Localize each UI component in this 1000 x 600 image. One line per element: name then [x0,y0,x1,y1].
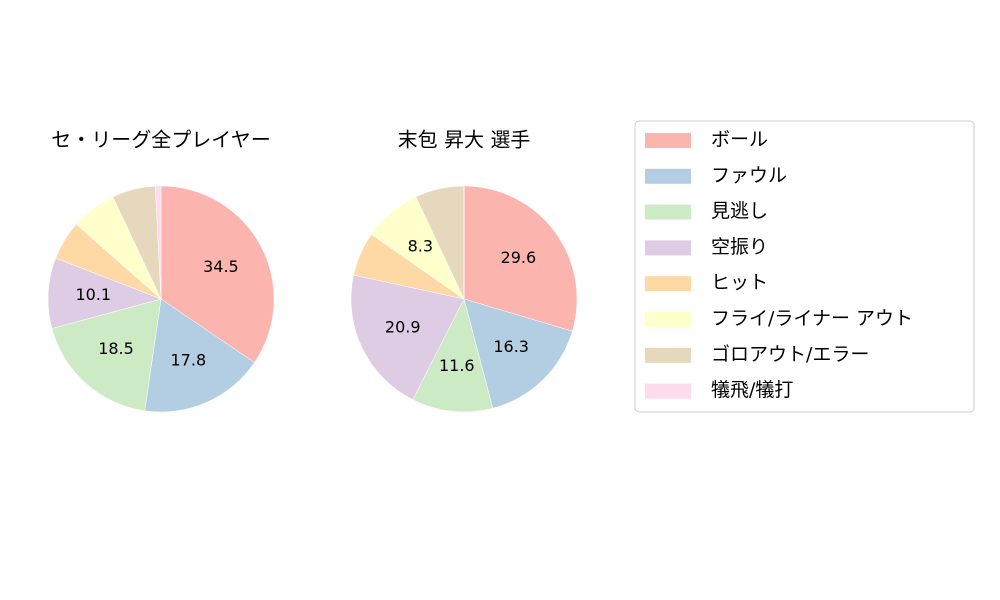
chart-title: 末包 昇大 選手 [398,128,531,152]
slice-label: 10.1 [75,285,111,304]
slice-label: 34.5 [203,257,239,276]
slice-label: 17.8 [171,351,207,370]
legend-swatch [645,240,691,256]
pie-slice [47,257,162,329]
legend-swatch [645,133,691,148]
legend-swatch [645,168,691,184]
legend-label: ゴロアウト/エラー [711,343,869,365]
pie-slice [155,185,162,300]
pie-slice [350,274,465,401]
pie-slice [144,298,255,413]
legend-label: 空振り [711,236,768,258]
pie-slice [463,298,573,409]
slice-label: 29.6 [501,248,537,267]
slice-label: 18.5 [98,339,134,358]
legend-label: フライ/ライナー アウト [711,308,913,330]
pie-slice [463,185,578,332]
legend-swatch [645,276,691,292]
legend-label: ヒット [711,272,768,294]
slice-label: 8.3 [408,237,433,256]
legend-swatch [645,383,691,399]
legend-swatch [645,312,691,327]
legend-swatch [645,347,691,363]
pie-slice [160,185,275,363]
legend-label: ファウル [711,164,787,186]
legend-label: 見逃し [711,200,768,222]
pie-slice [412,298,494,413]
legend-swatch [645,204,691,220]
slice-label: 11.6 [439,356,475,375]
legend-label: ボール [711,129,768,151]
legend-frame [634,120,975,413]
pie-slice [51,298,162,412]
chart-title: セ・リーグ全プレイヤー [51,128,270,152]
slice-label: 16.3 [493,337,529,356]
legend-label: 犠飛/犠打 [711,379,793,401]
slice-label: 20.9 [385,318,421,337]
